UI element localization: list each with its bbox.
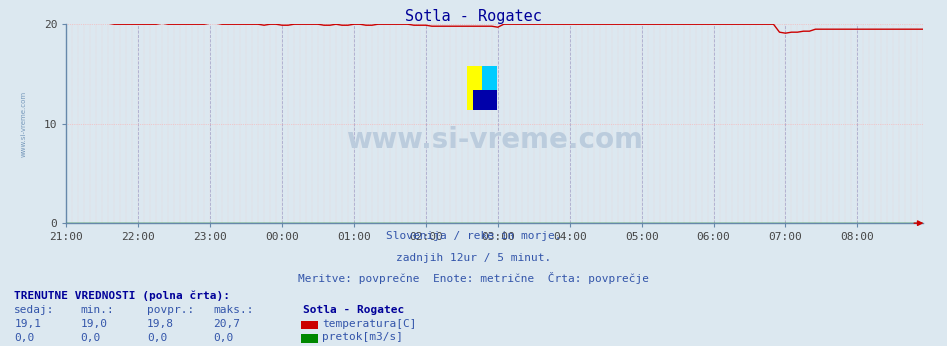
Text: Sotla - Rogatec: Sotla - Rogatec (405, 9, 542, 24)
Text: 19,0: 19,0 (80, 319, 108, 329)
Text: Sotla - Rogatec: Sotla - Rogatec (303, 305, 404, 315)
Text: 0,0: 0,0 (80, 333, 100, 343)
Text: sedaj:: sedaj: (14, 305, 55, 315)
Text: zadnjih 12ur / 5 minut.: zadnjih 12ur / 5 minut. (396, 253, 551, 263)
Text: 0,0: 0,0 (14, 333, 34, 343)
Text: TRENUTNE VREDNOSTI (polna črta):: TRENUTNE VREDNOSTI (polna črta): (14, 291, 230, 301)
Text: www.si-vreme.com: www.si-vreme.com (347, 126, 643, 154)
Bar (473, 90, 497, 110)
Text: maks.:: maks.: (213, 305, 254, 315)
Text: 19,1: 19,1 (14, 319, 42, 329)
Text: 0,0: 0,0 (213, 333, 233, 343)
Text: 0,0: 0,0 (147, 333, 167, 343)
Text: 20,7: 20,7 (213, 319, 241, 329)
Text: pretok[m3/s]: pretok[m3/s] (322, 332, 403, 342)
Text: Meritve: povprečne  Enote: metrične  Črta: povprečje: Meritve: povprečne Enote: metrične Črta:… (298, 272, 649, 284)
Bar (467, 66, 482, 110)
Text: min.:: min.: (80, 305, 115, 315)
Text: 19,8: 19,8 (147, 319, 174, 329)
Text: povpr.:: povpr.: (147, 305, 194, 315)
Bar (482, 66, 497, 110)
Text: temperatura[C]: temperatura[C] (322, 319, 417, 329)
Text: Slovenija / reke in morje.: Slovenija / reke in morje. (385, 231, 562, 241)
Text: www.si-vreme.com: www.si-vreme.com (21, 91, 27, 157)
